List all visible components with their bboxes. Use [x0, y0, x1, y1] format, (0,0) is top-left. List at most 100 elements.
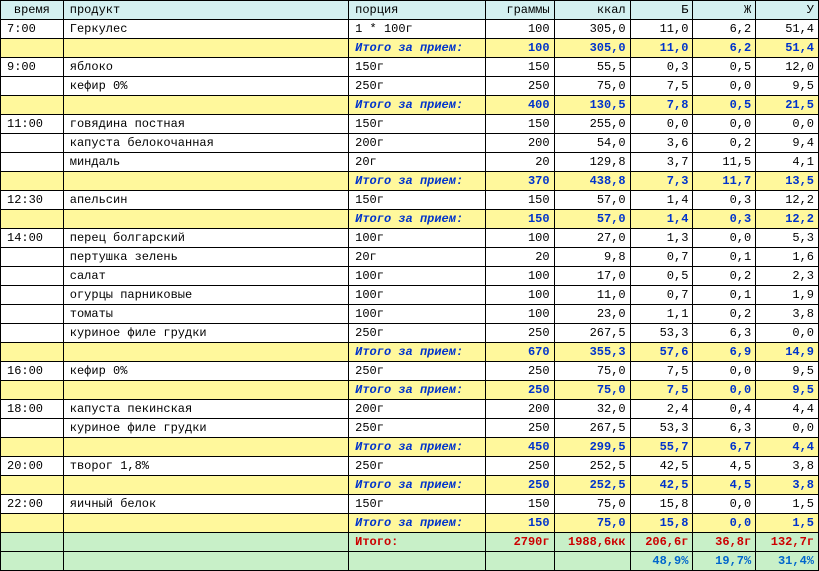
- subtotal-label: Итого за прием:: [349, 172, 486, 191]
- cell-kcal: 75,0: [554, 77, 630, 96]
- header-product: продукт: [63, 1, 348, 20]
- subtotal-b: 7,5: [630, 381, 693, 400]
- cell-time: 11:00: [1, 115, 64, 134]
- cell-b: 11,0: [630, 20, 693, 39]
- cell-portion: 20г: [349, 248, 486, 267]
- cell-u: 3,8: [756, 305, 819, 324]
- cell-empty: [1, 552, 64, 571]
- cell-portion: 200г: [349, 400, 486, 419]
- cell-product: Геркулес: [63, 20, 348, 39]
- subtotal-zh: 6,9: [693, 343, 756, 362]
- subtotal-label: Итого за прием:: [349, 381, 486, 400]
- cell-b: 53,3: [630, 324, 693, 343]
- subtotal-kcal: 355,3: [554, 343, 630, 362]
- cell-u: 1,9: [756, 286, 819, 305]
- subtotal-u: 3,8: [756, 476, 819, 495]
- cell-portion: 150г: [349, 115, 486, 134]
- cell-zh: 0,0: [693, 229, 756, 248]
- cell-empty: [486, 552, 554, 571]
- table-row: куриное филе грудки250г250267,553,36,30,…: [1, 419, 819, 438]
- cell-b: 0,7: [630, 248, 693, 267]
- total-zh: 36,8г: [693, 533, 756, 552]
- table-row: 22:00яичный белок150г15075,015,80,01,5: [1, 495, 819, 514]
- cell-time: [1, 134, 64, 153]
- cell-grams: 200: [486, 134, 554, 153]
- subtotal-row: Итого за прием:15075,015,80,01,5: [1, 514, 819, 533]
- cell-product: апельсин: [63, 191, 348, 210]
- subtotal-row: Итого за прием:400130,57,80,521,5: [1, 96, 819, 115]
- subtotal-grams: 450: [486, 438, 554, 457]
- cell-b: 7,5: [630, 362, 693, 381]
- cell-u: 0,0: [756, 115, 819, 134]
- table-row: 20:00творог 1,8%250г250252,542,54,53,8: [1, 457, 819, 476]
- cell-u: 9,5: [756, 77, 819, 96]
- percent-row: 48,9%19,7%31,4%: [1, 552, 819, 571]
- table-row: 18:00капуста пекинская200г20032,02,40,44…: [1, 400, 819, 419]
- cell-grams: 150: [486, 191, 554, 210]
- subtotal-b: 55,7: [630, 438, 693, 457]
- cell-time: [1, 153, 64, 172]
- cell-product: говядина постная: [63, 115, 348, 134]
- cell-portion: 20г: [349, 153, 486, 172]
- subtotal-u: 4,4: [756, 438, 819, 457]
- cell-portion: 250г: [349, 419, 486, 438]
- cell-zh: 0,2: [693, 134, 756, 153]
- subtotal-u: 1,5: [756, 514, 819, 533]
- cell-empty: [554, 552, 630, 571]
- cell-grams: 100: [486, 267, 554, 286]
- cell-time: [1, 419, 64, 438]
- cell-product: томаты: [63, 305, 348, 324]
- cell-u: 12,2: [756, 191, 819, 210]
- subtotal-grams: 100: [486, 39, 554, 58]
- cell-u: 51,4: [756, 20, 819, 39]
- cell-time: 16:00: [1, 362, 64, 381]
- cell-time: [1, 305, 64, 324]
- cell-grams: 250: [486, 324, 554, 343]
- cell-portion: 150г: [349, 58, 486, 77]
- cell-kcal: 17,0: [554, 267, 630, 286]
- cell-b: 0,3: [630, 58, 693, 77]
- cell-kcal: 267,5: [554, 419, 630, 438]
- cell-empty: [1, 533, 64, 552]
- subtotal-grams: 670: [486, 343, 554, 362]
- cell-empty: [63, 514, 348, 533]
- cell-kcal: 57,0: [554, 191, 630, 210]
- cell-b: 2,4: [630, 400, 693, 419]
- cell-portion: 100г: [349, 229, 486, 248]
- cell-kcal: 32,0: [554, 400, 630, 419]
- cell-empty: [1, 476, 64, 495]
- cell-time: 9:00: [1, 58, 64, 77]
- cell-empty: [63, 210, 348, 229]
- cell-u: 2,3: [756, 267, 819, 286]
- cell-kcal: 11,0: [554, 286, 630, 305]
- cell-zh: 0,5: [693, 58, 756, 77]
- cell-time: [1, 248, 64, 267]
- table-row: кефир 0%250г25075,07,50,09,5: [1, 77, 819, 96]
- cell-b: 53,3: [630, 419, 693, 438]
- cell-b: 1,4: [630, 191, 693, 210]
- cell-time: 12:30: [1, 191, 64, 210]
- cell-portion: 250г: [349, 324, 486, 343]
- subtotal-zh: 0,3: [693, 210, 756, 229]
- cell-u: 0,0: [756, 324, 819, 343]
- cell-u: 5,3: [756, 229, 819, 248]
- cell-zh: 6,3: [693, 324, 756, 343]
- subtotal-u: 21,5: [756, 96, 819, 115]
- cell-u: 9,5: [756, 362, 819, 381]
- cell-zh: 0,0: [693, 495, 756, 514]
- cell-portion: 100г: [349, 305, 486, 324]
- subtotal-row: Итого за прием:450299,555,76,74,4: [1, 438, 819, 457]
- cell-b: 15,8: [630, 495, 693, 514]
- cell-time: 18:00: [1, 400, 64, 419]
- cell-kcal: 9,8: [554, 248, 630, 267]
- subtotal-b: 1,4: [630, 210, 693, 229]
- cell-kcal: 55,5: [554, 58, 630, 77]
- cell-kcal: 129,8: [554, 153, 630, 172]
- cell-product: кефир 0%: [63, 362, 348, 381]
- cell-product: пертушка зелень: [63, 248, 348, 267]
- subtotal-grams: 150: [486, 514, 554, 533]
- cell-empty: [1, 172, 64, 191]
- cell-b: 3,6: [630, 134, 693, 153]
- cell-time: 7:00: [1, 20, 64, 39]
- subtotal-label: Итого за прием:: [349, 438, 486, 457]
